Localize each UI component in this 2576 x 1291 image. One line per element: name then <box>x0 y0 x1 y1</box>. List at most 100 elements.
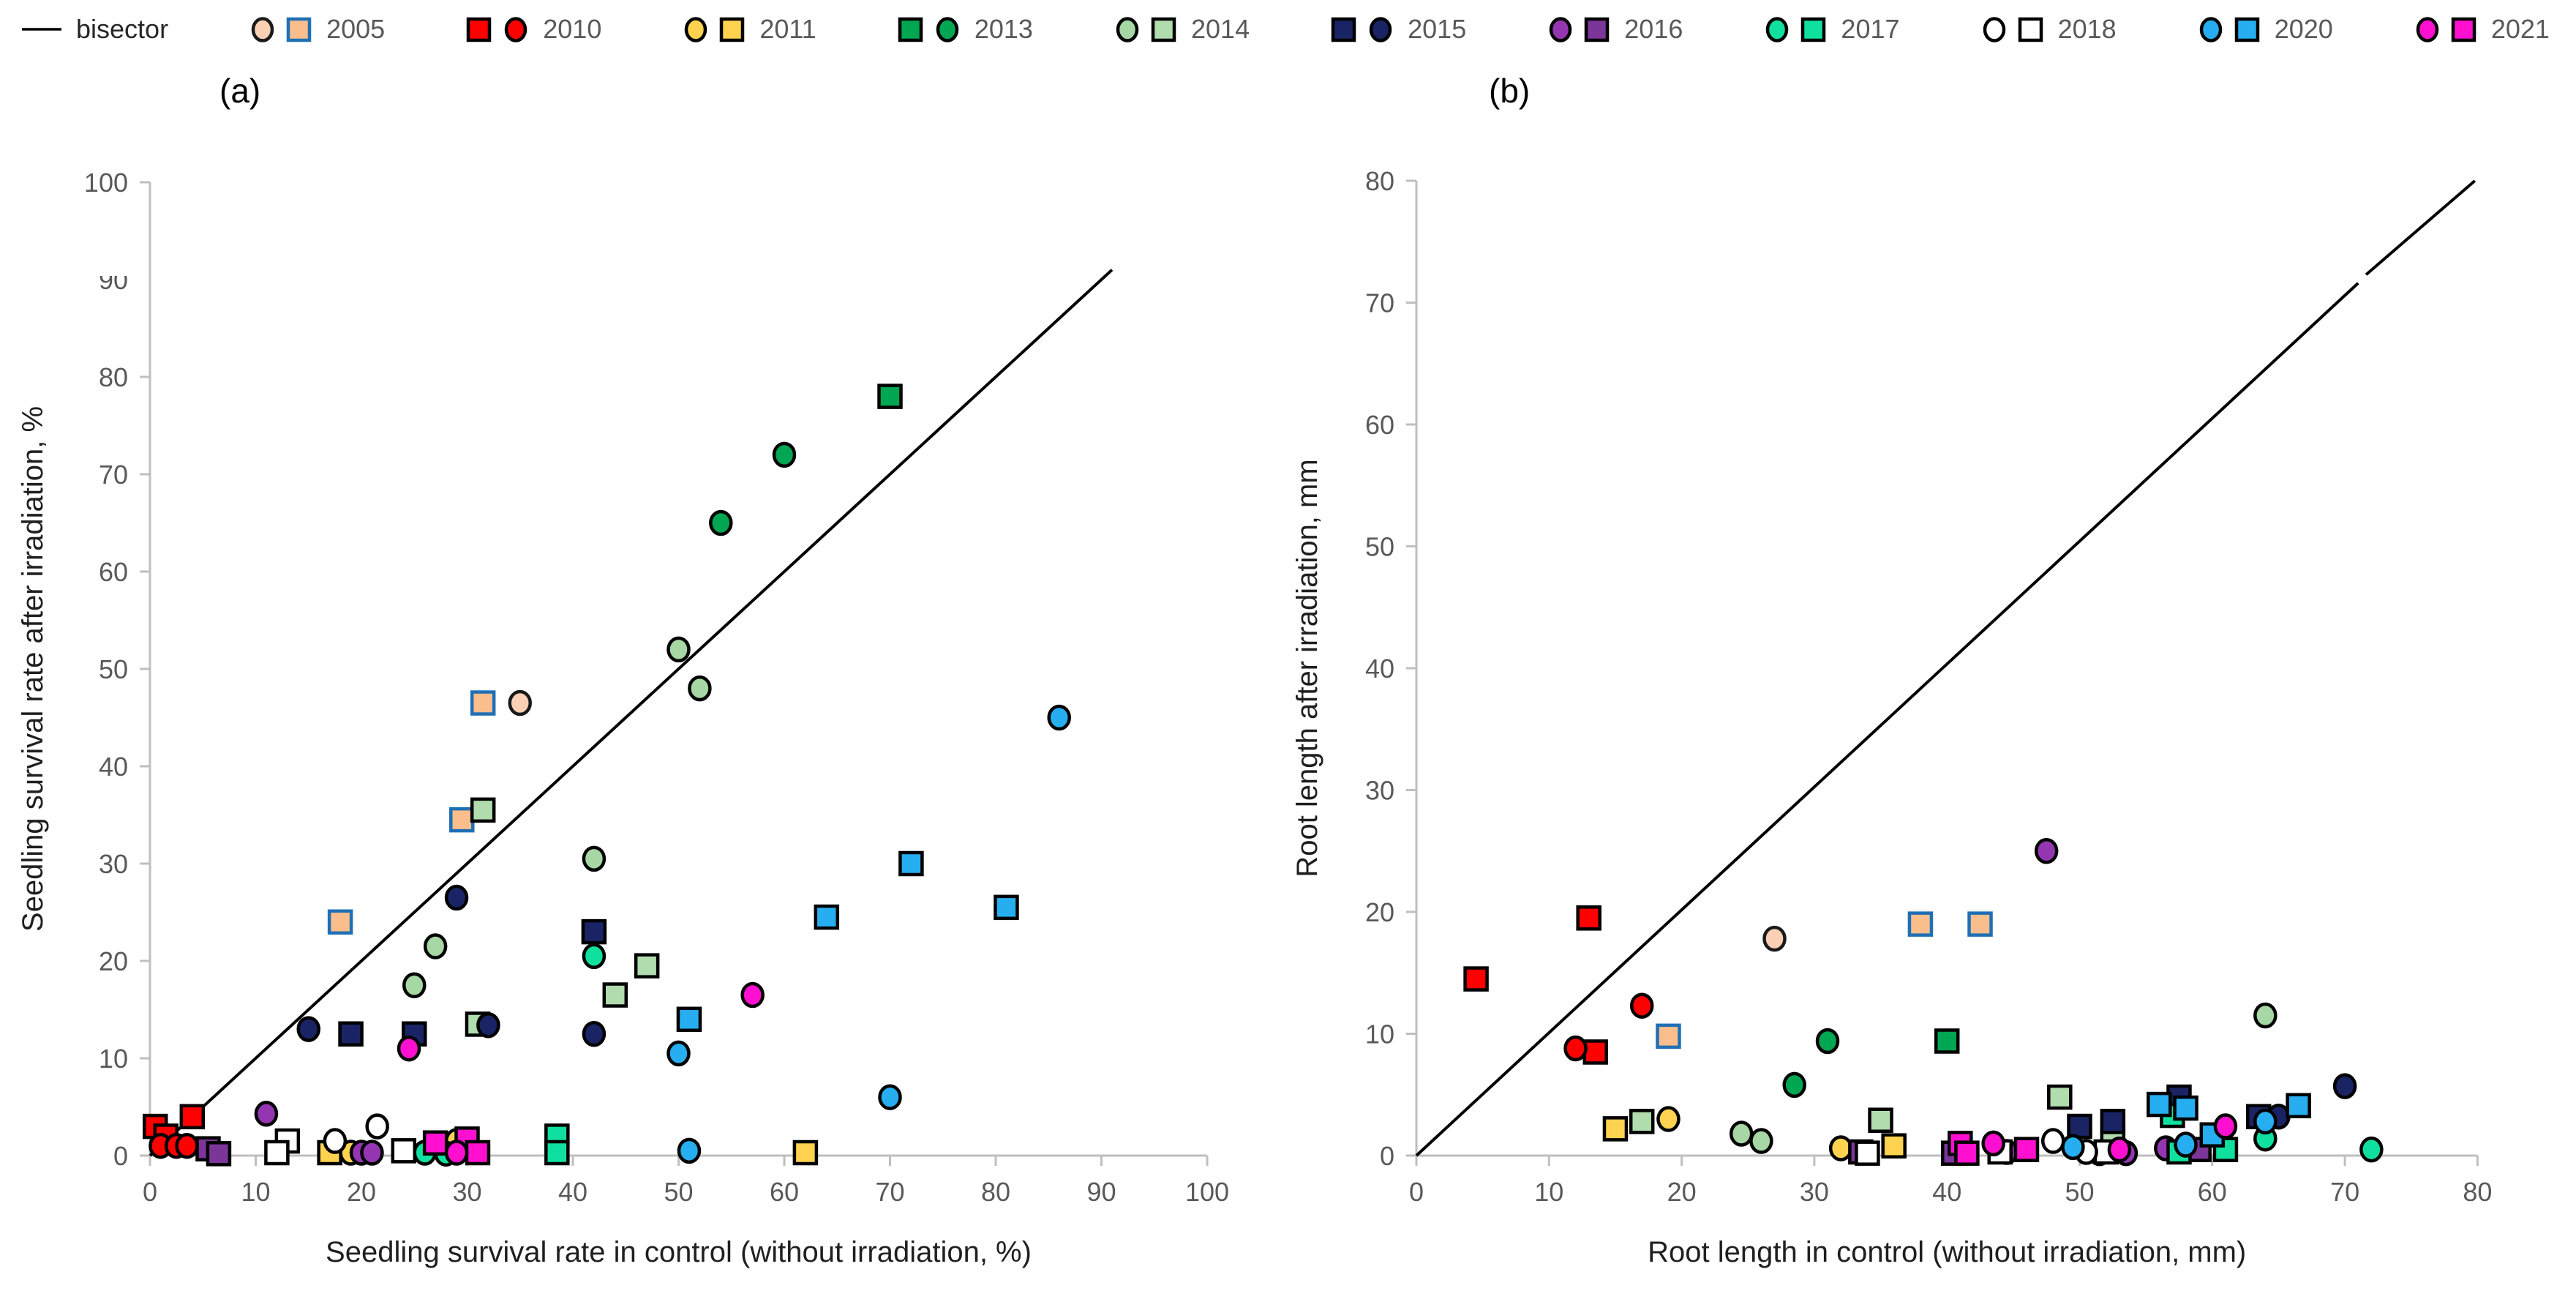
y-tick-label: 10 <box>1365 1019 1394 1049</box>
data-point-square-2020 <box>898 850 924 877</box>
y-axis-title: Root length after irradiation, mm <box>1291 459 1323 877</box>
circle-marker-icon <box>2416 17 2439 42</box>
legend-label: 2005 <box>326 14 386 44</box>
data-point-circle-2014 <box>2253 1002 2278 1029</box>
legend-label: 2011 <box>759 14 816 44</box>
legend-item-2018: 2018 <box>1980 14 2117 45</box>
data-point-square-2014 <box>1868 1107 1893 1133</box>
legend-label: 2017 <box>1841 14 1900 44</box>
y-tick-label: 0 <box>113 1141 128 1171</box>
legend-item-bisector: bisector <box>20 14 168 45</box>
y-tick-label: 0 <box>1380 1141 1394 1171</box>
y-axis-title: Seedling survival rate after irradiation… <box>17 406 49 932</box>
panel-label: (a) <box>219 72 260 110</box>
x-tick-label: 80 <box>981 1177 1010 1207</box>
circle-marker-icon <box>505 17 527 42</box>
data-point-square-2005 <box>1967 911 1993 937</box>
x-tick-label: 20 <box>347 1177 376 1207</box>
y-tick-label: 80 <box>99 362 128 392</box>
legend-item-2014: 2014 <box>1114 14 1250 45</box>
bisector-line <box>149 269 1114 1157</box>
y-tick-label: 20 <box>99 946 128 976</box>
data-point-circle-2020 <box>2174 1131 2198 1158</box>
y-tick-label: 10 <box>99 1044 128 1074</box>
data-point-square-2005 <box>470 690 496 716</box>
circle-marker-icon <box>1983 17 2005 42</box>
data-point-square-2005 <box>449 807 475 833</box>
data-point-square-2017 <box>544 1140 570 1166</box>
data-point-square-2010 <box>179 1104 206 1130</box>
y-tick-label: 70 <box>1365 288 1394 318</box>
data-point-square-2013 <box>877 383 903 409</box>
data-point-square-2005 <box>1907 911 1934 937</box>
legend-item-2021: 2021 <box>2414 14 2550 45</box>
y-tick-label-partial: 90 <box>99 265 128 295</box>
y-tick-label: 100 <box>84 168 128 198</box>
square-marker-icon <box>467 17 492 42</box>
x-tick-label: 10 <box>1534 1177 1563 1207</box>
data-point-circle-2016 <box>360 1140 384 1166</box>
y-tick-label: 40 <box>1365 654 1394 684</box>
data-point-circle-2011 <box>1828 1135 1853 1161</box>
data-point-circle-2014 <box>666 636 691 663</box>
x-tick-label: 60 <box>2198 1177 2227 1207</box>
x-tick-label: 0 <box>1409 1177 1424 1207</box>
data-point-circle-2016 <box>254 1101 279 1127</box>
square-marker-icon <box>1151 17 1176 42</box>
legend-item-2020: 2020 <box>2197 14 2333 45</box>
legend-label: 2016 <box>1624 14 1683 44</box>
data-point-square-2020 <box>2173 1095 2198 1121</box>
data-point-circle-2017 <box>2359 1136 2384 1163</box>
data-point-square-2020 <box>2286 1093 2311 1118</box>
data-point-square-2020 <box>814 904 840 930</box>
data-point-circle-2005 <box>1762 925 1787 952</box>
square-marker-icon <box>1331 17 1356 42</box>
square-marker-icon <box>898 17 923 42</box>
x-tick-label: 10 <box>241 1177 270 1207</box>
data-point-square-2013 <box>1934 1028 1960 1054</box>
x-tick-label: 90 <box>1086 1177 1116 1207</box>
x-tick-label: 40 <box>558 1177 587 1207</box>
data-point-square-2014 <box>2047 1084 2073 1110</box>
data-point-square-2021 <box>465 1140 491 1166</box>
x-tick-label: 60 <box>770 1177 799 1207</box>
y-tick-label: 60 <box>1365 410 1394 440</box>
data-point-square-2015 <box>338 1021 364 1047</box>
data-point-circle-2014 <box>402 972 427 998</box>
data-point-circle-2015 <box>2332 1073 2357 1099</box>
square-marker-icon <box>1585 17 1610 42</box>
data-point-square-2010 <box>1576 905 1601 931</box>
data-point-circle-2013 <box>709 509 733 536</box>
panel-(b): 0 10 20 30 40 50 60 70 80 0 10 20 30 40 50 60 70 80 (b) Roo… <box>1291 72 2492 1268</box>
data-point-circle-2015 <box>476 1012 500 1039</box>
square-marker-icon <box>2234 17 2259 42</box>
x-tick-label: 0 <box>143 1177 157 1207</box>
data-point-square-2020 <box>2147 1091 2172 1118</box>
y-tick-label: 80 <box>1365 166 1394 196</box>
data-point-circle-2010 <box>1629 992 1654 1019</box>
data-point-circle-2021 <box>444 1140 469 1166</box>
data-point-circle-2010 <box>175 1132 199 1159</box>
data-point-square-2011 <box>792 1140 819 1166</box>
legend-item-2010: 2010 <box>465 14 601 45</box>
data-point-circle-2014 <box>688 675 712 702</box>
data-point-square-2015 <box>581 918 607 945</box>
x-tick-label: 100 <box>1185 1177 1229 1207</box>
y-tick-label: 30 <box>1365 776 1394 806</box>
legend-item-2017: 2017 <box>1763 14 1900 45</box>
y-tick-label: 20 <box>1365 897 1394 927</box>
data-point-circle-2018 <box>2040 1128 2065 1154</box>
legend-label: bisector <box>76 14 169 44</box>
data-point-circle-2018 <box>323 1128 348 1154</box>
data-point-circle-2014 <box>1729 1120 1754 1147</box>
x-tick-label: 80 <box>2463 1177 2492 1207</box>
data-point-circle-2013 <box>1815 1028 1840 1055</box>
data-point-circle-2005 <box>508 689 532 716</box>
data-point-circle-2015 <box>296 1016 320 1042</box>
square-marker-icon <box>1801 17 1826 42</box>
data-point-circle-2020 <box>2061 1134 2085 1161</box>
panel-(a): 0 10 20 30 40 50 60 70 80 90 100 0 10 20 30 40 50 60 70 80 1… <box>17 72 1229 1268</box>
y-tick-label: 50 <box>99 654 128 684</box>
data-point-square-2014 <box>634 953 660 978</box>
